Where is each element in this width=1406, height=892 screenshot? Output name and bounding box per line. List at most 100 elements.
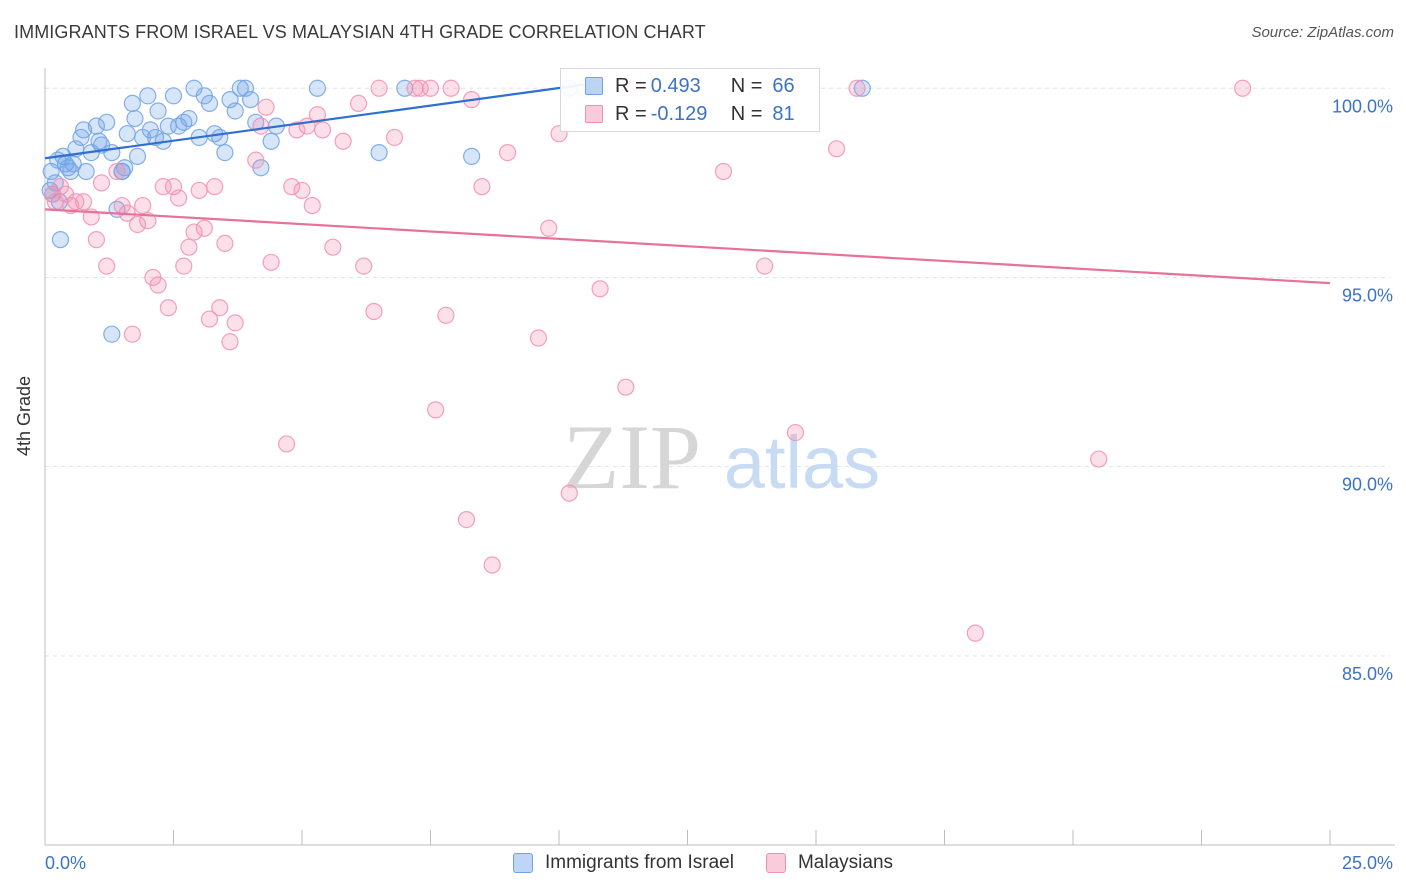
source-credit: Source: ZipAtlas.com — [1251, 24, 1394, 41]
point-malaysian — [262, 253, 280, 271]
point-malaysian — [277, 435, 296, 453]
series-swatch-israel — [512, 853, 533, 873]
point-malaysian — [170, 189, 188, 207]
point-malaysian — [303, 196, 321, 215]
point-malaysian — [308, 106, 327, 124]
point-malaysian — [365, 302, 383, 321]
series-label-malaysians: Malaysians — [797, 852, 894, 873]
point-israel — [98, 113, 116, 131]
stats-legend: R = 0.493 N = 66 R = -0.129 N = 81 — [560, 68, 820, 132]
point-israel — [370, 143, 388, 162]
point-malaysian — [185, 223, 203, 241]
y-tick-labels: 100.0% 95.0% 90.0% 85.0% — [1332, 96, 1393, 684]
point-israel — [51, 231, 70, 249]
point-malaysian — [427, 401, 445, 419]
legend-row-malaysians: R = -0.129 N = 81 — [585, 102, 795, 126]
point-malaysian — [755, 257, 774, 275]
point-malaysian — [180, 238, 198, 256]
trend-line-malaysians — [44, 208, 1331, 285]
legend-n-value: 66 — [772, 74, 795, 97]
point-israel — [226, 102, 244, 120]
point-israel — [113, 162, 131, 181]
point-malaysian — [349, 94, 368, 113]
point-malaysian — [483, 556, 501, 574]
point-malaysian — [714, 162, 733, 181]
legend-swatch-malaysians — [585, 105, 603, 123]
y-tick-label: 95.0% — [1342, 285, 1393, 305]
point-malaysian — [324, 238, 342, 256]
y-tick-label: 100.0% — [1332, 96, 1393, 116]
point-israel — [74, 121, 93, 139]
point-malaysian — [175, 257, 193, 275]
point-malaysian — [966, 624, 984, 642]
point-malaysian — [293, 181, 311, 200]
trend-line-israel — [44, 83, 585, 160]
legend-r-label: R = — [615, 102, 647, 125]
x-tick-label-max: 25.0% — [1342, 853, 1393, 873]
point-israel — [216, 143, 234, 162]
point-malaysian — [216, 234, 234, 252]
point-malaysian — [283, 178, 301, 196]
legend-r-value: -0.129 — [650, 102, 708, 125]
series-legend-malaysians[interactable]: Malaysians — [765, 852, 894, 874]
point-malaysian — [442, 79, 460, 97]
point-malaysian — [370, 79, 388, 97]
point-malaysian — [211, 299, 229, 317]
legend-swatch-israel — [585, 77, 603, 95]
point-malaysian — [190, 181, 208, 200]
legend-row-israel: R = 0.493 N = 66 — [585, 74, 795, 98]
legend-r-value: 0.493 — [650, 74, 701, 97]
point-malaysian — [74, 193, 93, 211]
series-legend: Immigrants from Israel Malaysians — [0, 852, 1406, 874]
point-israel — [149, 102, 167, 120]
trend-lines — [44, 83, 1331, 285]
point-malaysian — [473, 178, 491, 196]
point-malaysian — [617, 378, 635, 396]
point-israel — [77, 162, 95, 181]
point-malaysian — [457, 511, 476, 529]
point-malaysian — [98, 257, 116, 275]
point-malaysian — [499, 143, 517, 162]
point-malaysian — [195, 219, 213, 237]
point-malaysian — [313, 121, 332, 139]
legend-n-label: N = — [730, 74, 763, 97]
series-legend-israel[interactable]: Immigrants from Israel — [512, 852, 734, 874]
legend-r-label: R = — [615, 74, 647, 97]
point-malaysian — [159, 299, 177, 317]
point-malaysian — [200, 310, 219, 328]
point-israel — [308, 79, 327, 97]
point-malaysian — [848, 79, 866, 97]
point-israel — [103, 325, 121, 343]
point-malaysian — [128, 215, 147, 234]
point-malaysian — [540, 219, 558, 237]
point-malaysian — [288, 121, 306, 139]
point-israel — [853, 79, 871, 97]
y-tick-label: 90.0% — [1342, 475, 1393, 495]
point-malaysian — [108, 162, 126, 181]
point-malaysian — [786, 423, 805, 442]
series-label-israel: Immigrants from Israel — [544, 852, 734, 873]
point-malaysian — [421, 79, 440, 97]
point-malaysian — [385, 128, 404, 147]
point-israel — [128, 147, 147, 165]
point-malaysian — [149, 276, 167, 294]
point-malaysian — [134, 196, 152, 215]
point-israel — [164, 87, 183, 105]
point-israel — [180, 109, 198, 128]
series-swatch-malaysians — [765, 853, 786, 873]
point-malaysian — [206, 178, 224, 196]
point-malaysian — [529, 329, 548, 347]
point-malaysian — [92, 174, 111, 192]
point-malaysian — [226, 314, 244, 332]
point-malaysian — [355, 257, 373, 275]
point-israel — [200, 94, 219, 113]
point-israel — [103, 143, 121, 162]
point-israel — [118, 125, 136, 143]
point-malaysian — [1234, 79, 1252, 97]
point-israel — [463, 147, 481, 165]
axes — [44, 68, 1395, 846]
point-israel — [231, 79, 249, 97]
legend-n-label: N = — [730, 102, 763, 125]
point-israel — [262, 132, 280, 150]
